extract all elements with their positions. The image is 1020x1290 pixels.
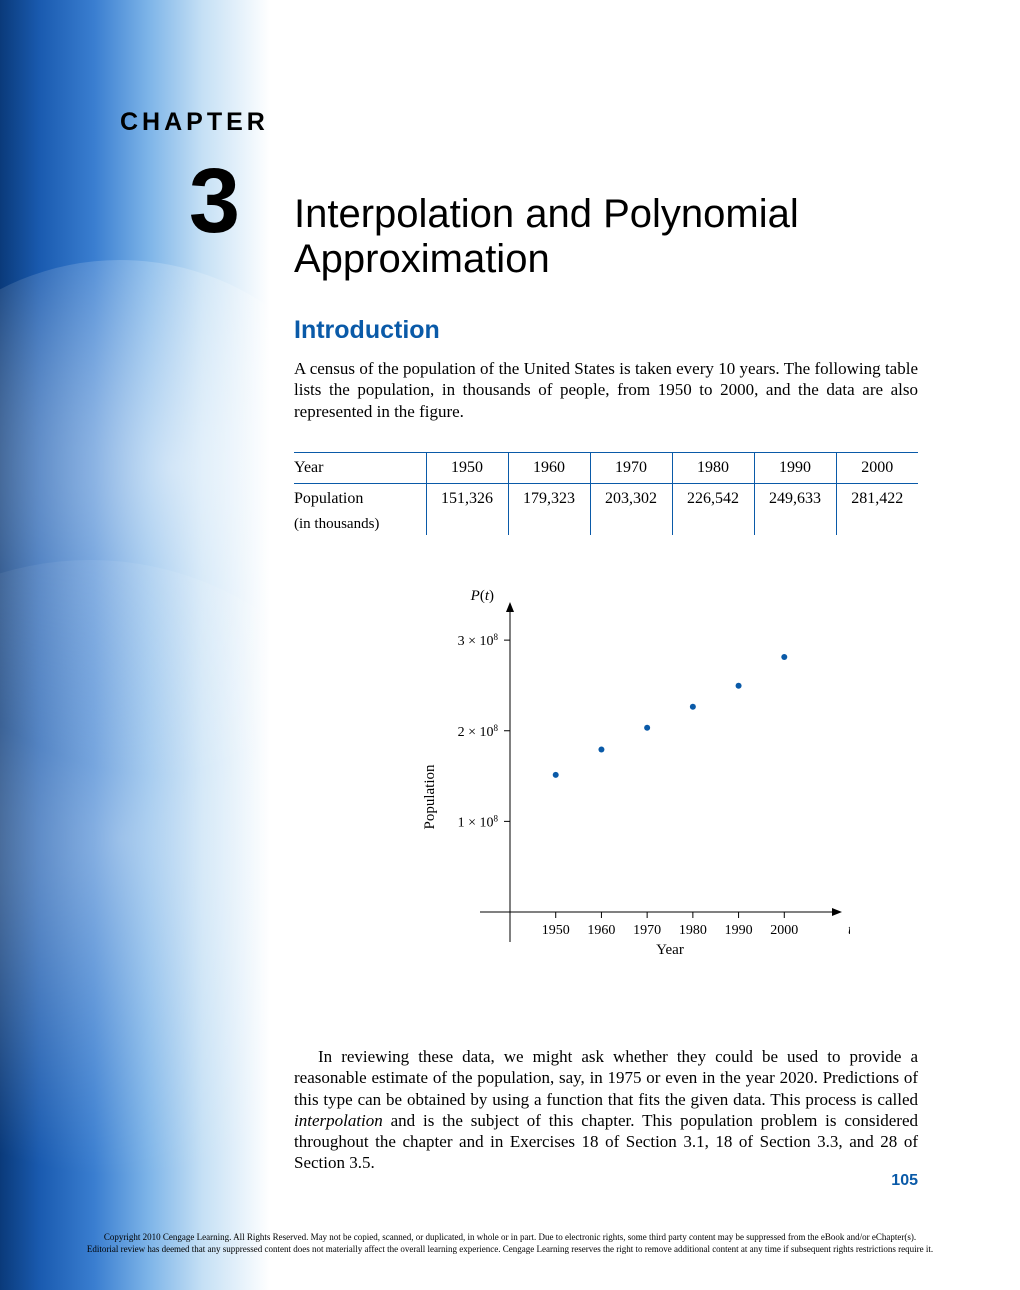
svg-text:1980: 1980 [679,923,707,938]
copyright-notice: Copyright 2010 Cengage Learning. All Rig… [60,1232,960,1255]
intro-paragraph: A census of the population of the United… [294,358,918,422]
chapter-title: Interpolation and Polynomial Approximati… [294,192,1020,282]
svg-text:P(t): P(t) [470,588,494,604]
table-cell: 1980 [672,453,754,484]
table-cell: 179,323 [508,484,590,511]
svg-text:1990: 1990 [725,923,753,938]
table-cell: 1960 [508,453,590,484]
svg-text:2 × 108: 2 × 108 [458,723,499,740]
table-cell: 1950 [426,453,508,484]
table-cell: 281,422 [836,484,918,511]
svg-text:1 × 108: 1 × 108 [458,813,499,830]
svg-text:Year: Year [656,942,684,958]
table-cell: 2000 [836,453,918,484]
copyright-line: Editorial review has deemed that any sup… [87,1244,933,1254]
population-table: Year 1950 1960 1970 1980 1990 2000 Popul… [294,452,918,535]
table-cell: 1990 [754,453,836,484]
table-cell: 151,326 [426,484,508,511]
svg-text:t: t [848,922,850,938]
table-cell: 249,633 [754,484,836,511]
chapter-label: CHAPTER [120,108,240,137]
svg-text:1960: 1960 [587,923,615,938]
table-cell: 203,302 [590,484,672,511]
table-row-year: Year 1950 1960 1970 1980 1990 2000 [294,453,918,484]
svg-text:1970: 1970 [633,923,661,938]
section-heading-introduction: Introduction [294,316,440,345]
page-number: 105 [891,1172,918,1190]
table-cell: 226,542 [672,484,754,511]
svg-text:2000: 2000 [770,923,798,938]
svg-text:Population: Population [422,764,438,830]
population-scatter-chart: 1 × 108 2 × 108 3 × 108 1950 1960 1970 1980 199… [380,582,850,982]
table-label-year: Year [294,453,426,484]
copyright-line: Copyright 2010 Cengage Learning. All Rig… [104,1232,916,1242]
chapter-number: 3 [120,155,240,247]
svg-text:3 × 108: 3 × 108 [458,632,499,649]
chapter-header: CHAPTER 3 [120,108,240,247]
table-cell: 1970 [590,453,672,484]
body-paragraph: In reviewing these data, we might ask wh… [294,1046,918,1174]
table-sublabel: (in thousands) [294,510,426,535]
table-label-population: Population [294,484,426,511]
table-row-sublabel: (in thousands) [294,510,918,535]
svg-text:1950: 1950 [542,923,570,938]
table-row-population: Population 151,326 179,323 203,302 226,5… [294,484,918,511]
